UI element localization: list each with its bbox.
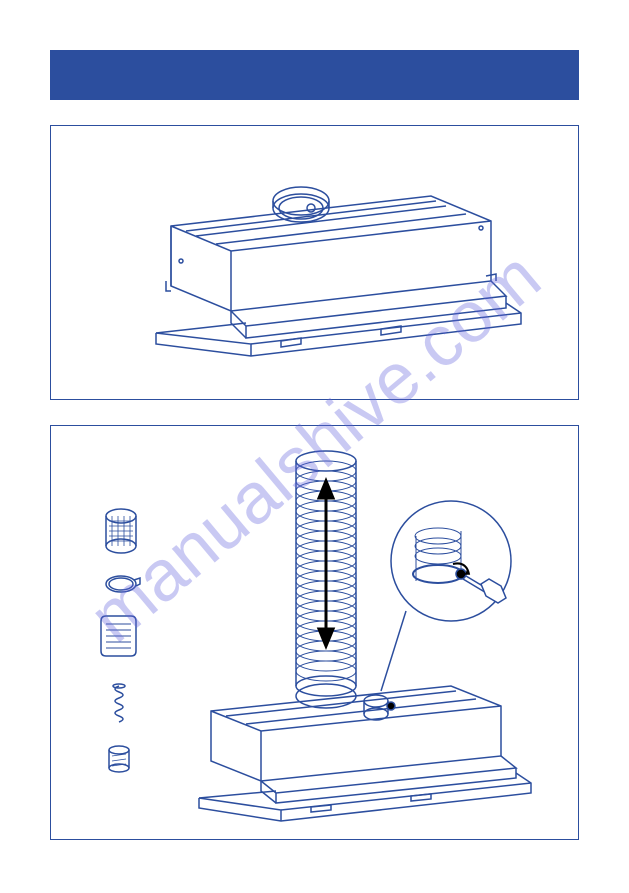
- page-container: manualshive.com: [0, 0, 629, 893]
- header-bar: [50, 50, 579, 100]
- hood-duct-illustration: [51, 426, 578, 841]
- diagram-box-1: [50, 125, 579, 400]
- hood-illustration-top: [51, 126, 578, 401]
- diagram-box-2: [50, 425, 579, 840]
